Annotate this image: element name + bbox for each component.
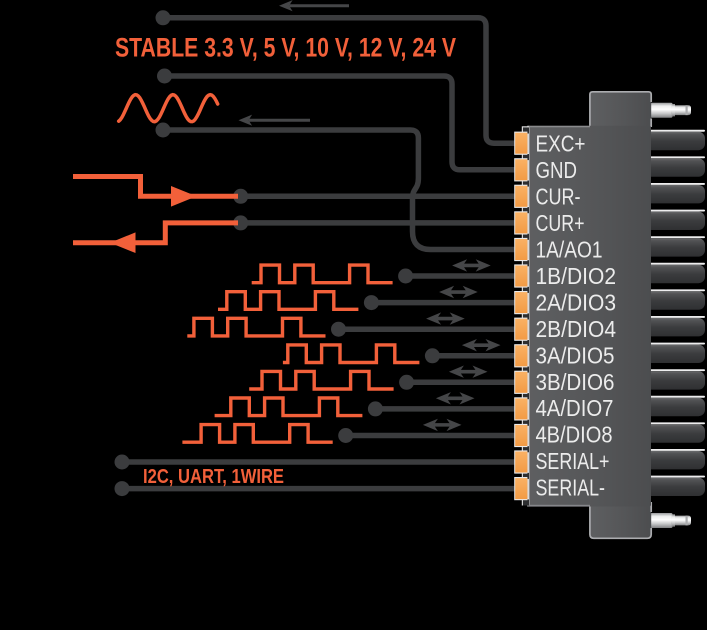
svg-text:3A/DIO5: 3A/DIO5 (536, 342, 615, 368)
svg-text:2A/DIO3: 2A/DIO3 (536, 289, 617, 315)
svg-text:CUR-: CUR- (536, 184, 581, 210)
svg-text:STABLE 3.3 V, 5 V, 10 V, 12 V,: STABLE 3.3 V, 5 V, 10 V, 12 V, 24 V (115, 32, 456, 62)
svg-text:3B/DIO6: 3B/DIO6 (536, 369, 615, 395)
svg-text:1B/DIO2: 1B/DIO2 (536, 263, 617, 289)
svg-text:SERIAL+: SERIAL+ (536, 448, 610, 474)
svg-text:2B/DIO4: 2B/DIO4 (536, 316, 617, 342)
svg-text:EXC+: EXC+ (536, 131, 586, 157)
svg-text:4A/DIO7: 4A/DIO7 (536, 395, 614, 421)
svg-text:GND: GND (536, 157, 578, 183)
svg-text:1A/AO1: 1A/AO1 (536, 237, 603, 263)
svg-text:SERIAL-: SERIAL- (536, 475, 606, 501)
svg-text:I2C, UART, 1WIRE: I2C, UART, 1WIRE (143, 465, 284, 488)
svg-text:4B/DIO8: 4B/DIO8 (536, 422, 613, 448)
svg-text:CUR+: CUR+ (536, 210, 585, 236)
